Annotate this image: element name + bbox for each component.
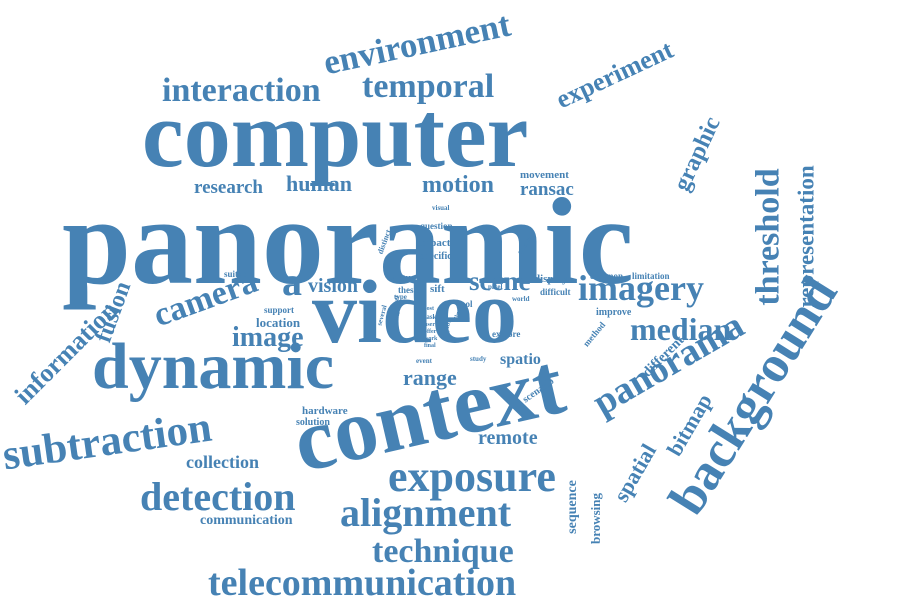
word-user: user (424, 322, 435, 328)
word-explore: explore (492, 329, 521, 339)
word-subtraction: subtraction (0, 403, 215, 480)
word-spatial: spatial (608, 439, 662, 507)
word-median: median (630, 311, 732, 347)
word-specific: specific (420, 251, 452, 262)
word-support: support (264, 305, 295, 315)
word-representation: representation (793, 165, 819, 308)
word-exposure: exposure (388, 452, 556, 501)
word-work: work (424, 336, 438, 342)
word-motion: motion (422, 172, 494, 198)
word-world: world (512, 295, 530, 303)
word-computer: computer (142, 83, 529, 187)
word-method: method (580, 319, 608, 349)
word-event: event (416, 357, 432, 365)
word-hardware: hardware (302, 405, 348, 417)
word-threshold: threshold (749, 168, 787, 306)
word-sequence: sequence (564, 480, 580, 534)
word-scene: scene (469, 266, 531, 296)
word-suitable: suitable (224, 269, 255, 279)
word-spatio: spatio (500, 351, 541, 368)
word-visual: visual (432, 204, 450, 212)
word-research: research (194, 177, 263, 198)
word-experiment: experiment (551, 34, 678, 115)
word-movement: movement (520, 169, 569, 181)
word-imagery: imagery (578, 268, 704, 308)
word-limitation: limitation (632, 271, 670, 281)
word-common: common (590, 271, 623, 281)
word-question: question (420, 221, 453, 231)
word-tool: tool (458, 299, 473, 309)
word-study: study (470, 355, 487, 363)
word-improve: improve (596, 307, 632, 318)
word-human: human (286, 171, 353, 196)
word-dynamic: dynamic (92, 330, 335, 403)
word-alignment: alignment (340, 490, 512, 535)
word-panoramic: panoramic (62, 173, 634, 310)
word-a: a (282, 259, 302, 304)
word-collection: collection (186, 452, 259, 472)
word-final: final (424, 343, 436, 349)
word-graphic: graphic (668, 112, 726, 196)
word-video: video (312, 263, 518, 362)
word-interaction: interaction (162, 72, 321, 109)
word-type: type (394, 293, 407, 301)
word-virtual: virtual (390, 273, 419, 284)
word-range: range (403, 365, 457, 390)
word-thesis: thesis (398, 285, 420, 295)
word-task: task (424, 313, 437, 321)
word-vision: vision (308, 275, 359, 297)
word-remote: remote (478, 427, 538, 449)
word-solution: solution (296, 417, 330, 428)
word-impact: impact (418, 237, 451, 249)
word-browsing: browsing (588, 492, 604, 545)
word-detection: detection (140, 474, 296, 519)
word-difficult: difficult (540, 287, 571, 297)
word-sift: sift (430, 283, 445, 295)
word-technique: technique (372, 533, 514, 570)
word-telecommunication: telecommunication (208, 562, 517, 604)
word-display: display (534, 273, 568, 285)
word-image: image (232, 322, 304, 353)
word-location: location (256, 315, 301, 330)
word-pixel: pixel (488, 283, 503, 291)
word-ransac: ransac (520, 179, 574, 200)
word-temporal: temporal (362, 68, 495, 105)
word-cost: cost (424, 306, 434, 312)
word-offer: offer (424, 329, 437, 335)
word-communication: communication (200, 513, 293, 528)
